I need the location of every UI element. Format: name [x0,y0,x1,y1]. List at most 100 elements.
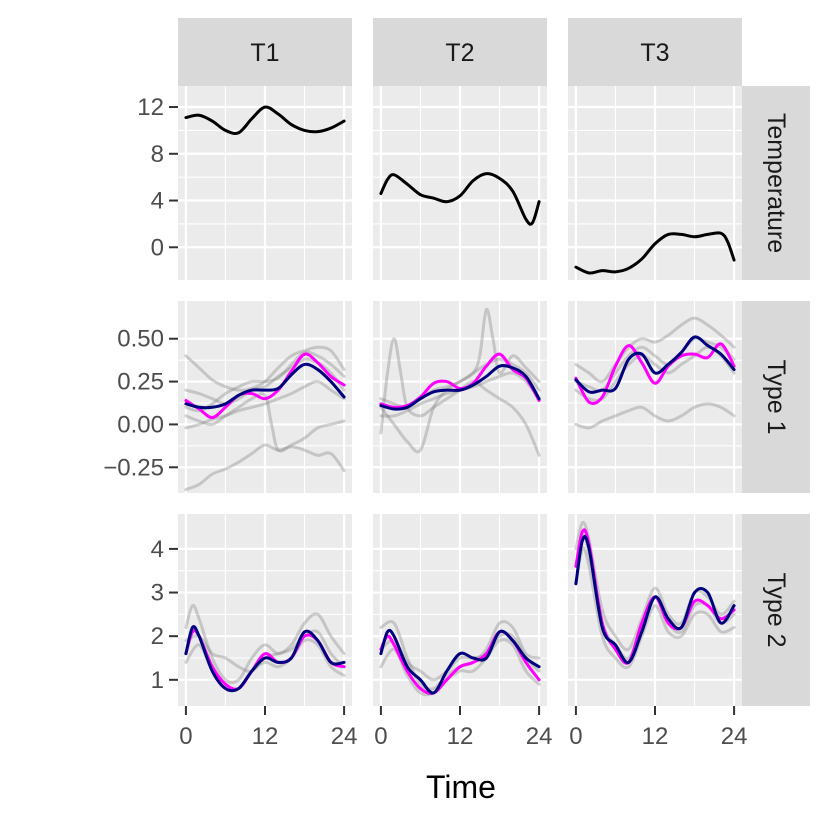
model-line [574,335,736,394]
column-strip-bg [568,18,742,86]
temperature-line [379,172,541,226]
panel-grid [178,301,352,493]
replicate-line [379,638,541,697]
replicate-line [379,632,541,682]
column-strip-t3: T3 [568,18,742,86]
panel-type-1-t3 [568,301,742,493]
mean-line [379,352,541,409]
replicate-line [574,402,736,430]
y-axis-temperature: 0 4 8 12 [137,94,178,261]
panel-lines [184,105,346,135]
row-strip-type-2: Type 2 [742,514,810,706]
y-tick-label: 0.50 [117,326,164,353]
replicate-line [184,380,346,430]
y-tick-label: 0 [151,234,164,261]
row-strip-temperature: Temperature [742,86,810,280]
strips-layer: T1 T2 T3 Temperature Type 1 Type 2 [178,18,810,706]
replicate-line [184,392,346,453]
panel-grid [178,86,352,280]
panel-type-2-t1 [178,514,352,706]
column-strip-label: T3 [640,39,669,67]
panel-type-1-t2 [373,301,547,493]
row-strip-label: Type 2 [762,572,790,647]
panel-lines [574,316,736,430]
x-tick-label: 12 [252,723,279,750]
x-axis-t2: 0 12 24 [374,706,552,750]
x-tick-label: 0 [179,723,192,750]
replicate-line [574,316,736,384]
replicate-line [184,345,346,392]
y-axis-type-1: −0.25 0.00 0.25 0.50 [103,326,178,481]
y-tick-label: 2 [151,623,164,650]
replicate-line [379,308,541,454]
y-tick-label: 12 [137,94,164,121]
panel-lines [184,345,346,492]
y-tick-label: 3 [151,580,164,607]
panel-lines [184,603,346,693]
panel-temperature-t2 [373,86,547,280]
panel-lines [574,520,736,670]
panels-layer [178,86,742,706]
replicate-line [184,350,346,413]
replicate-line [184,603,346,685]
row-strip-bg [742,86,810,280]
column-strip-t1: T1 [178,18,352,86]
panel-temperature-t1 [178,86,352,280]
panel-grid [568,514,742,706]
row-strip-type-1: Type 1 [742,301,810,493]
model-line [574,535,736,664]
panel-lines [379,620,541,697]
mean-line [574,342,736,406]
y-tick-label: −0.25 [103,454,164,481]
panel-grid [178,514,352,706]
model-line [184,362,346,410]
model-line [184,625,346,693]
panel-type-1-t1 [178,301,352,493]
panel-lines [574,231,736,275]
y-tick-label: 0.25 [117,369,164,396]
column-strip-label: T1 [250,39,279,67]
column-strip-bg [373,18,547,86]
column-strip-t2: T2 [373,18,547,86]
x-tick-label: 0 [374,723,387,750]
x-axis-t3: 0 12 24 [569,706,747,750]
row-strip-bg [742,301,810,493]
model-line [379,628,541,695]
row-strip-label: Type 1 [762,359,790,434]
panel-temperature-t3 [568,86,742,280]
mean-line [184,352,346,420]
x-tick-label: 24 [331,723,358,750]
panel-grid [568,86,742,280]
y-tick-label: 0.00 [117,411,164,438]
x-axis-t1: 0 12 24 [179,706,357,750]
replicate-line [574,546,736,670]
y-tick-label: 4 [151,536,164,563]
panel-type-2-t3 [568,514,742,706]
temperature-line [184,105,346,135]
x-tick-label: 24 [526,723,553,750]
panel-grid [373,514,547,706]
panel-lines [379,308,541,457]
model-line [379,364,541,411]
column-strip-label: T2 [445,39,474,67]
panel-type-2-t2 [373,514,547,706]
y-tick-label: 4 [151,188,164,215]
replicate-line [379,337,541,457]
x-axis-title: Time [426,769,496,805]
x-tick-label: 12 [642,723,669,750]
x-tick-label: 0 [569,723,582,750]
y-tick-label: 1 [151,667,164,694]
row-strip-bg [742,514,810,706]
temperature-line [574,231,736,275]
x-tick-label: 12 [447,723,474,750]
y-tick-label: 8 [151,141,164,168]
y-axis-type-2: 1 2 3 4 [151,536,178,694]
column-strip-bg [178,18,352,86]
x-tick-label: 24 [721,723,748,750]
replicate-line [184,443,346,492]
row-strip-label: Temperature [762,113,790,253]
panel-lines [379,172,541,226]
